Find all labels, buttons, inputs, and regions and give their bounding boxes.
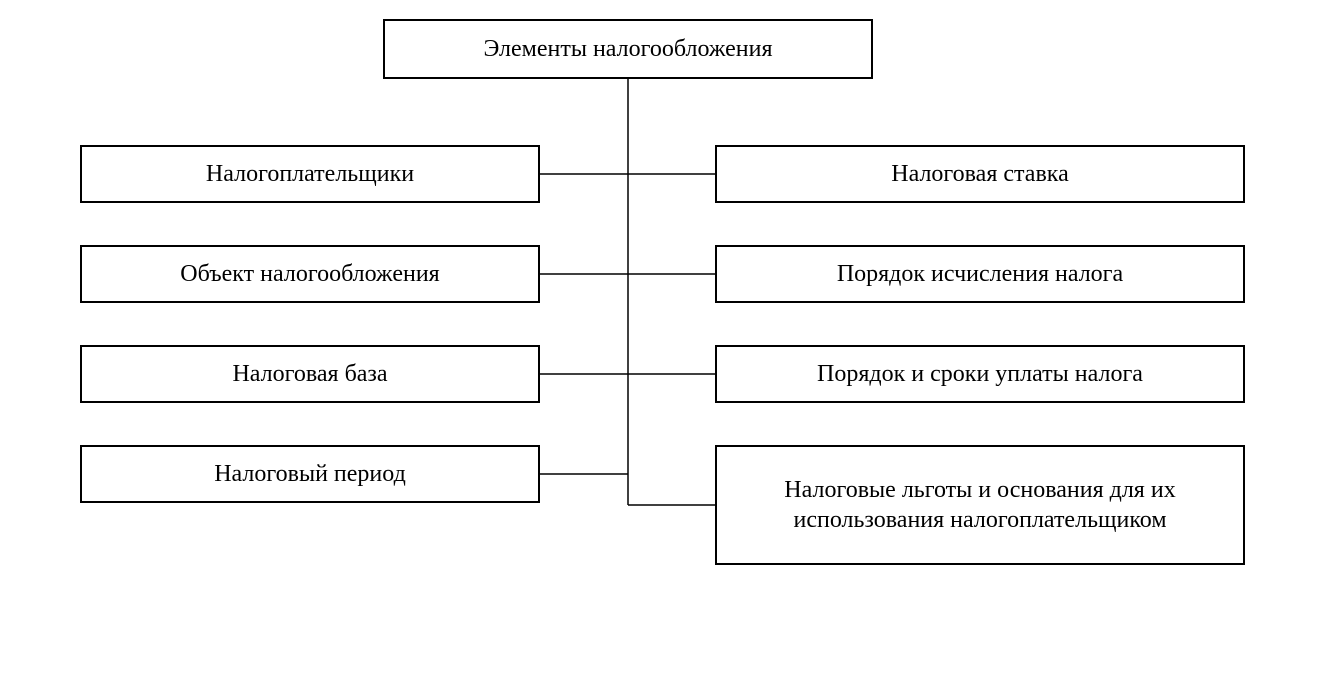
node-right-3-label: Порядок и сроки уплаты налога	[817, 359, 1143, 389]
node-right-1-label: Налоговая ставка	[891, 159, 1069, 189]
node-right-1: Налоговая ставка	[715, 145, 1245, 203]
node-right-2-label: Порядок исчисления налога	[837, 259, 1123, 289]
node-right-3: Порядок и сроки уплаты налога	[715, 345, 1245, 403]
node-left-3: Налоговая база	[80, 345, 540, 403]
node-right-4-label: Налоговые льготы и основания для их испо…	[727, 475, 1233, 535]
node-left-4-label: Налоговый период	[214, 459, 406, 489]
node-root: Элементы налогообложения	[383, 19, 873, 79]
node-left-4: Налоговый период	[80, 445, 540, 503]
node-left-1-label: Налогоплательщики	[206, 159, 414, 189]
connector-lines	[0, 0, 1332, 675]
node-right-2: Порядок исчисления налога	[715, 245, 1245, 303]
node-left-2-label: Объект налогообложения	[180, 259, 439, 289]
node-right-4: Налоговые льготы и основания для их испо…	[715, 445, 1245, 565]
node-root-label: Элементы налогообложения	[483, 34, 772, 64]
node-left-2: Объект налогообложения	[80, 245, 540, 303]
node-left-3-label: Налоговая база	[232, 359, 387, 389]
node-left-1: Налогоплательщики	[80, 145, 540, 203]
